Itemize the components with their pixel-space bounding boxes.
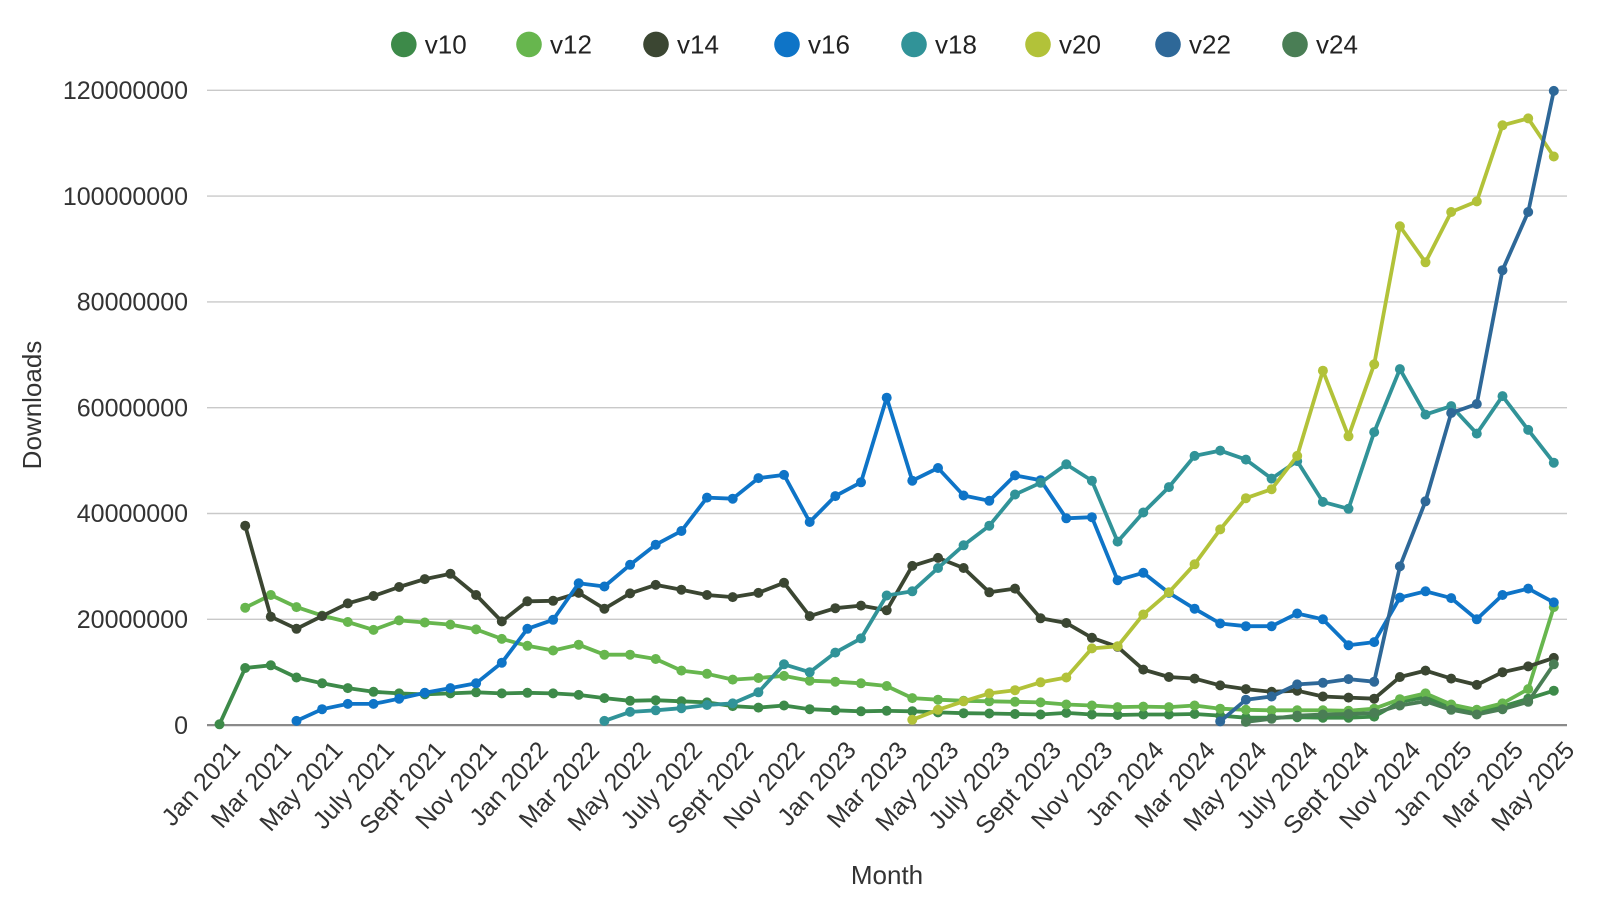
svg-text:120000000: 120000000 <box>63 77 188 105</box>
svg-text:v14: v14 <box>677 30 719 60</box>
svg-text:60000000: 60000000 <box>77 394 188 422</box>
svg-text:v12: v12 <box>550 30 592 60</box>
svg-text:v24: v24 <box>1316 30 1358 60</box>
svg-text:Downloads: Downloads <box>17 341 47 470</box>
svg-text:v16: v16 <box>808 30 850 60</box>
svg-text:v22: v22 <box>1189 30 1231 60</box>
svg-text:v20: v20 <box>1059 30 1101 60</box>
svg-text:0: 0 <box>174 712 188 740</box>
svg-text:40000000: 40000000 <box>77 500 188 528</box>
svg-text:80000000: 80000000 <box>77 289 188 317</box>
svg-text:100000000: 100000000 <box>63 183 188 211</box>
svg-text:v18: v18 <box>935 30 977 60</box>
svg-text:v10: v10 <box>425 30 467 60</box>
svg-text:20000000: 20000000 <box>77 606 188 634</box>
svg-text:Month: Month <box>851 860 923 890</box>
